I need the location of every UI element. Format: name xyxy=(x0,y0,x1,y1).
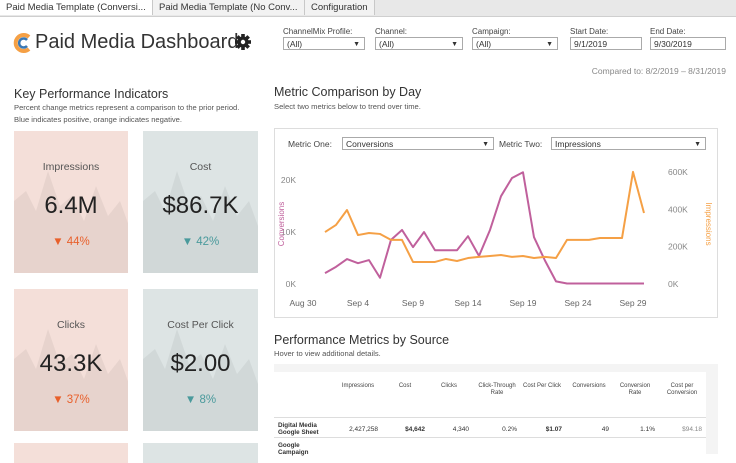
kpi-name: Cost Per Click xyxy=(167,319,234,331)
kpi-card: Cost Per Click $2.00 ▼ 8% xyxy=(143,289,258,431)
table-cell: 1.1% xyxy=(640,426,655,433)
filter-select[interactable]: (All) ▼ xyxy=(375,37,463,50)
filter-label: End Date: xyxy=(650,27,686,36)
tab[interactable]: Paid Media Template (Conversi... xyxy=(0,0,153,15)
kpi-change: ▼ 37% xyxy=(52,394,90,406)
filter-value: (All) xyxy=(379,39,395,49)
sparkline-decor xyxy=(143,171,258,273)
kpi-title: Key Performance Indicators xyxy=(14,87,169,101)
metric-one-label: Metric One: xyxy=(288,139,332,149)
sparkline-decor xyxy=(14,329,128,431)
kpi-description: Percent change metrics represent a compa… xyxy=(14,103,240,124)
logo xyxy=(13,33,31,53)
metric-two-select[interactable]: Impressions ▼ xyxy=(551,137,706,150)
column-header: Conversions xyxy=(572,383,606,389)
kpi-change: ▼ 44% xyxy=(52,236,90,248)
filter-label: Channel: xyxy=(375,27,408,36)
filter-value: (All) xyxy=(476,39,492,49)
table-cell: $4,642 xyxy=(405,426,425,433)
table-cell: $1.07 xyxy=(545,426,562,433)
table-body xyxy=(274,372,706,454)
sparkline-decor xyxy=(14,171,128,273)
tab[interactable]: Configuration xyxy=(305,0,375,15)
tab-bar: Paid Media Template (Conversi... Paid Med… xyxy=(0,0,736,17)
kpi-card xyxy=(14,443,128,463)
kpi-name: Clicks xyxy=(57,319,85,331)
chart-panel xyxy=(274,128,718,318)
column-header: Conversion Rate xyxy=(619,383,651,396)
table-cell: 2,427,258 xyxy=(349,426,378,433)
kpi-value: 6.4M xyxy=(44,192,98,219)
column-header: Cost xyxy=(398,383,412,389)
filter-select[interactable]: 9/30/2019 xyxy=(650,37,726,50)
filter-label: ChannelMix Profile: xyxy=(283,27,353,36)
sparkline-decor xyxy=(143,329,258,431)
kpi-card xyxy=(143,443,258,463)
kpi-card: Clicks 43.3K ▼ 37% xyxy=(14,289,128,431)
filter-select[interactable]: (All) ▼ xyxy=(283,37,365,50)
section-subtitle: Select two metrics below to trend over t… xyxy=(274,102,421,111)
table-cell: 4,340 xyxy=(452,426,469,433)
metric-two-value: Impressions xyxy=(555,139,601,149)
dashboard-title: Paid Media Dashboard xyxy=(35,31,239,53)
source-name: Google Campaign xyxy=(278,442,309,456)
kpi-change: ▼ 8% xyxy=(184,394,217,406)
kpi-change: ▼ 42% xyxy=(181,236,220,248)
column-header: Cost Per Click xyxy=(522,383,561,389)
section-subtitle: Hover to view additional details. xyxy=(274,349,381,358)
metric-two-label: Metric Two: xyxy=(499,139,543,149)
filter-value: 9/1/2019 xyxy=(574,39,608,49)
kpi-name: Cost xyxy=(189,161,212,173)
table-cell: 49 xyxy=(601,426,609,433)
compared-to: Compared to: 8/2/2019 – 8/31/2019 xyxy=(591,66,726,76)
filter-label: Campaign: xyxy=(472,27,511,36)
column-header: Impressions xyxy=(341,383,375,389)
kpi-name: Impressions xyxy=(42,161,100,173)
settings-icon[interactable] xyxy=(234,33,252,51)
row-separator xyxy=(274,417,706,418)
kpi-card: Impressions 6.4M ▼ 44% xyxy=(14,131,128,273)
table-cell: 0.2% xyxy=(502,426,517,433)
filter-select[interactable]: 9/1/2019 xyxy=(570,37,642,50)
kpi-value: 43.3K xyxy=(39,350,103,377)
kpi-card: Cost $86.7K ▼ 42% xyxy=(143,131,258,273)
metric-one-select[interactable]: Conversions ▼ xyxy=(342,137,494,150)
column-header: Clicks xyxy=(441,383,457,389)
section-title: Performance Metrics by Source xyxy=(274,333,450,347)
source-name: Digital Media Google Sheet xyxy=(278,422,319,436)
kpi-value: $2.00 xyxy=(170,350,231,377)
kpi-value: $86.7K xyxy=(162,192,239,219)
filter-value: (All) xyxy=(287,39,303,49)
filter-select[interactable]: (All) ▼ xyxy=(472,37,558,50)
tab[interactable]: Paid Media Template (No Conv... xyxy=(153,0,305,15)
table-cell: $94.18 xyxy=(682,426,702,433)
filter-label: Start Date: xyxy=(570,27,609,36)
column-header: Click-Through Rate xyxy=(478,383,516,396)
filter-value: 9/30/2019 xyxy=(654,39,692,49)
row-separator xyxy=(274,437,706,438)
section-title: Metric Comparison by Day xyxy=(274,85,422,99)
column-header: Cost per Conversion xyxy=(666,383,698,396)
metric-one-value: Conversions xyxy=(346,139,394,149)
